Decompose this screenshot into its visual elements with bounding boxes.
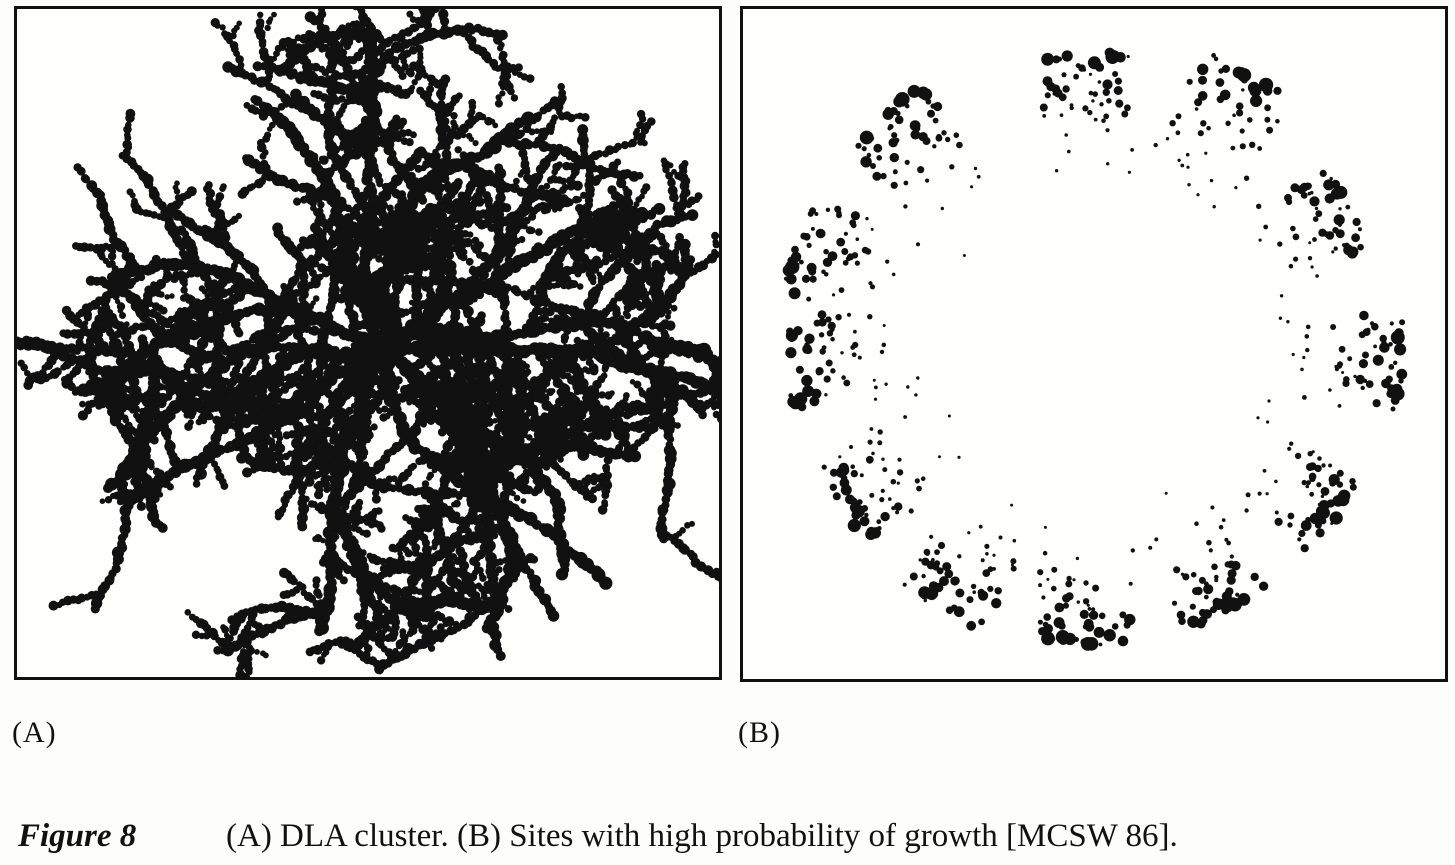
dla-cluster-image <box>17 9 719 677</box>
dla-cluster-panel <box>14 6 722 680</box>
growth-sites-panel <box>740 6 1448 682</box>
growth-sites-image <box>782 47 1408 651</box>
dla-cluster-shape <box>17 9 719 677</box>
panel-label-a: (A) <box>12 716 57 749</box>
caption-text: (A) DLA cluster. (B) Sites with high pro… <box>226 818 1178 854</box>
figure-number: Figure 8 <box>18 818 137 854</box>
panel-label-b: (B) <box>738 716 781 749</box>
figure-caption: Figure 8 (A) DLA cluster. (B) Sites with … <box>18 818 1178 855</box>
growth-sites-shape <box>782 47 1408 651</box>
